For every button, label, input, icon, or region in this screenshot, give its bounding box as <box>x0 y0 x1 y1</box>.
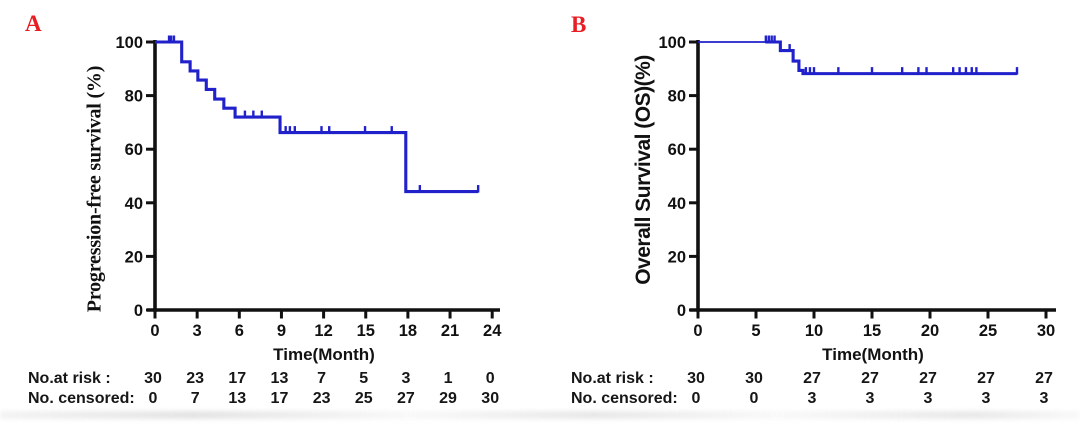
x-tick-label: 18 <box>399 322 417 340</box>
censored-label: No. censored: <box>28 390 135 407</box>
censored-value: 23 <box>312 390 331 407</box>
y-tick-label: 60 <box>125 141 143 159</box>
at-risk-value: 27 <box>919 370 937 387</box>
x-tick-label: 15 <box>357 322 375 340</box>
censored-value: 0 <box>148 390 158 407</box>
x-tick-label: 0 <box>693 322 702 340</box>
km-curve <box>155 40 479 194</box>
y-tick-label: 20 <box>125 248 143 266</box>
y-tick-label: 20 <box>668 248 686 266</box>
x-tick-label: 10 <box>805 322 823 340</box>
at-risk-row: No.at risk : 30 30 27 27 27 27 27 <box>540 370 1080 390</box>
scan-artifact-band <box>0 411 1080 419</box>
panel-pfs: A Progression-free survival (%) 0 20 40 60 8… <box>0 11 540 410</box>
censored-value: 3 <box>923 390 933 407</box>
censored-value: 27 <box>396 390 415 407</box>
y-tick-label: 0 <box>134 302 143 320</box>
x-tick-label: 9 <box>277 322 286 340</box>
at-risk-value: 7 <box>317 370 327 387</box>
at-risk-label: No.at risk : <box>571 370 654 387</box>
x-axis-title-os: Time(Month) <box>822 345 924 364</box>
at-risk-value: 27 <box>1035 370 1053 387</box>
at-risk-row: No.at risk : 30 23 17 13 7 5 3 1 0 <box>0 370 540 390</box>
censored-value: 17 <box>270 390 289 407</box>
y-tick-label: 40 <box>125 195 143 213</box>
censored-value: 3 <box>865 390 875 407</box>
at-risk-value: 27 <box>803 370 821 387</box>
x-tick-label: 12 <box>314 322 332 340</box>
at-risk-value: 0 <box>485 370 495 387</box>
at-risk-value: 27 <box>977 370 995 387</box>
at-risk-value: 27 <box>861 370 879 387</box>
km-plot-os: 0 20 40 60 80 100 0 5 10 15 20 25 30 <box>658 34 1056 340</box>
y-tick-label: 80 <box>125 88 143 106</box>
y-tick-label: 100 <box>658 34 686 52</box>
y-tick-label: 40 <box>668 195 686 213</box>
at-risk-value: 3 <box>401 370 411 387</box>
x-tick-label: 24 <box>483 322 502 340</box>
x-tick-label: 6 <box>235 322 244 340</box>
y-tick-label: 80 <box>668 88 686 106</box>
at-risk-value: 13 <box>270 370 289 387</box>
censored-value: 13 <box>228 390 247 407</box>
censored-label: No. censored: <box>571 390 678 407</box>
censored-row: No. censored: 0 7 13 17 23 25 27 29 30 <box>0 390 540 410</box>
at-risk-value: 23 <box>186 370 205 387</box>
y-tick-label: 60 <box>668 141 686 159</box>
km-curve <box>765 40 1017 76</box>
censored-value: 25 <box>354 390 373 407</box>
censored-value: 7 <box>190 390 200 407</box>
km-plot-pfs: 0 20 40 60 80 100 0 3 6 9 12 15 18 21 24 <box>115 34 502 340</box>
at-risk-value: 1 <box>443 370 453 387</box>
x-tick-label: 25 <box>979 322 997 340</box>
x-tick-label: 15 <box>863 322 881 340</box>
censored-row: No. censored: 0 0 3 3 3 3 3 <box>540 390 1080 410</box>
censored-value: 0 <box>691 390 701 407</box>
panel-letter-b: B <box>571 12 587 37</box>
y-tick-label: 0 <box>677 302 686 320</box>
x-axis-title-pfs: Time(Month) <box>273 345 375 364</box>
at-risk-value: 30 <box>687 370 705 387</box>
x-tick-label: 21 <box>441 322 459 340</box>
panel-os: B Overall Survival (OS)(%) 0 20 40 60 80 100 0… <box>540 0 1080 424</box>
x-tick-label: 5 <box>751 322 760 340</box>
y-tick-label: 100 <box>115 34 143 52</box>
censored-value: 3 <box>1039 390 1049 407</box>
at-risk-label: No.at risk : <box>28 370 111 387</box>
x-tick-label: 3 <box>193 322 202 340</box>
at-risk-value: 30 <box>745 370 763 387</box>
censored-value: 29 <box>439 390 457 407</box>
at-risk-value: 17 <box>228 370 247 387</box>
x-tick-label: 30 <box>1037 322 1055 340</box>
censored-value: 30 <box>481 390 500 407</box>
panel-letter-a: A <box>25 11 42 36</box>
x-tick-label: 0 <box>150 322 159 340</box>
x-tick-label: 20 <box>921 322 939 340</box>
at-risk-value: 30 <box>144 370 162 387</box>
censored-value: 3 <box>807 390 817 407</box>
censored-value: 0 <box>749 390 759 407</box>
censored-value: 3 <box>981 390 991 407</box>
at-risk-value: 5 <box>359 370 369 387</box>
